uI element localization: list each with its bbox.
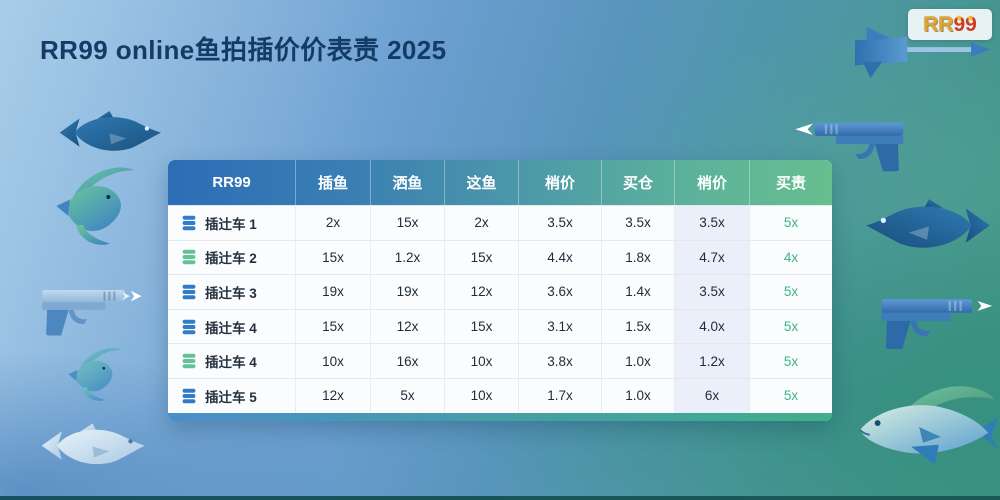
table-cell: 5x (749, 308, 832, 344)
database-icon (181, 249, 197, 265)
header-cell: RR99 (212, 174, 251, 191)
logo-rr-text: RR (923, 12, 954, 36)
table-cell: 12x (370, 308, 444, 344)
row-label: 插辻车 4 (205, 355, 257, 371)
logo-99-text: 99 ★ ★ (953, 12, 977, 36)
angelfish-icon (68, 348, 122, 401)
tuna-fish-icon (866, 199, 990, 248)
row-label: 插辻车 4 (205, 320, 257, 336)
pistol-icon (881, 299, 993, 350)
table-cell: 5x (749, 205, 832, 240)
table-cell: 1.0x (601, 343, 674, 378)
table-row: 插辻车 3 19x 19x 12x 3.6x 1.4x 3.5x 5x (168, 274, 832, 309)
header-cell: 这鱼 (444, 160, 518, 205)
tuna-fish-icon (59, 110, 162, 151)
table-cell: 19x (370, 274, 444, 309)
table-cell: 3.5x (674, 205, 749, 240)
table-cell: 15x (295, 239, 370, 275)
table-cell: 3.6x (518, 274, 601, 309)
table-cell: 5x (749, 377, 832, 413)
row-label: 插辻车 3 (205, 285, 257, 301)
table-cell: 3.5x (674, 274, 749, 309)
table-cell: 2x (444, 205, 518, 240)
table-cell: 10x (295, 343, 370, 378)
table-cell: 12x (444, 274, 518, 309)
table-cell: 1.8x (601, 239, 674, 275)
row-label-cell: 插辻车 5 (168, 377, 295, 413)
rate-table: RR99 插鱼 洒鱼 这鱼 梢价 买仓 梢价 买责 插辻车 1 2x 15x 2… (168, 160, 832, 421)
rr99-logo: RR 99 ★ ★ (908, 9, 992, 40)
table-cell: 15x (295, 308, 370, 344)
table-cell: 4.4x (518, 239, 601, 275)
table-cell: 15x (444, 239, 518, 275)
table-row: 插辻车 5 12x 5x 10x 1.7x 1.0x 6x 5x (168, 377, 832, 413)
table-cell: 1.4x (601, 274, 674, 309)
database-icon (181, 353, 197, 369)
pale-fish-icon (41, 423, 145, 465)
database-icon (181, 319, 197, 335)
header-cell: 插鱼 (295, 160, 370, 205)
angelfish-icon (56, 167, 135, 245)
table-cell: 4x (749, 239, 832, 275)
table-bottom-bar (168, 412, 832, 421)
table-cell: 15x (370, 205, 444, 240)
table-cell: 10x (444, 377, 518, 413)
table-row: 插辻车 1 2x 15x 2x 3.5x 3.5x 3.5x 5x (168, 205, 832, 240)
star-icon: ★ (966, 13, 974, 23)
table-cell: 5x (749, 274, 832, 309)
green-fish-icon (859, 386, 998, 465)
database-icon (181, 284, 197, 300)
table-cell: 15x (444, 308, 518, 344)
database-icon (181, 215, 197, 231)
header-cell: 买仓 (601, 160, 674, 205)
table-cell: 1.7x (518, 377, 601, 413)
header-cell: 买责 (749, 160, 832, 205)
row-label-cell: 插辻车 4 (168, 308, 295, 344)
table-cell: 1.5x (601, 308, 674, 344)
table-cell: 3.8x (518, 343, 601, 378)
database-icon (181, 388, 197, 404)
pistol-icon (42, 289, 142, 336)
table-cell: 6x (674, 377, 749, 413)
row-label: 插辻车 5 (205, 389, 257, 405)
row-label: 插辻车 1 (205, 216, 257, 232)
bottom-edge-strip (0, 496, 1000, 500)
star-icon: ★ (955, 13, 963, 23)
page-title: RR99 online鱼拍插价价表责 2025 (40, 35, 447, 65)
header-cell: 梢价 (518, 160, 601, 205)
table-cell: 4.0x (674, 308, 749, 344)
table-row: 插辻车 4 10x 16x 10x 3.8x 1.0x 1.2x 5x (168, 343, 832, 378)
table-cell: 19x (295, 274, 370, 309)
table-cell: 3.5x (518, 205, 601, 240)
table-cell: 16x (370, 343, 444, 378)
table-cell: 2x (295, 205, 370, 240)
table-cell: 1.0x (601, 377, 674, 413)
table-cell: 3.1x (518, 308, 601, 344)
header-cell: 洒鱼 (370, 160, 444, 205)
row-label-cell: 插辻车 1 (168, 205, 295, 240)
table-cell: 4.7x (674, 239, 749, 275)
table-cell: 1.2x (370, 239, 444, 275)
table-cell: 10x (444, 343, 518, 378)
row-label-cell: 插辻车 2 (168, 239, 295, 275)
row-label-cell: 插辻车 4 (168, 343, 295, 378)
table-cell: 12x (295, 377, 370, 413)
header-cell: 梢价 (674, 160, 749, 205)
table-row: 插辻车 2 15x 1.2x 15x 4.4x 1.8x 4.7x 4x (168, 239, 832, 275)
table-cell: 3.5x (601, 205, 674, 240)
table-cell: 5x (370, 377, 444, 413)
table-cell: 5x (749, 343, 832, 378)
row-label-cell: 插辻车 3 (168, 274, 295, 309)
table-header-row: RR99 插鱼 洒鱼 这鱼 梢价 买仓 梢价 买责 (168, 160, 832, 205)
table-cell: 1.2x (674, 343, 749, 378)
table-row: 插辻车 4 15x 12x 15x 3.1x 1.5x 4.0x 5x (168, 308, 832, 344)
row-label: 插辻车 2 (205, 251, 257, 267)
